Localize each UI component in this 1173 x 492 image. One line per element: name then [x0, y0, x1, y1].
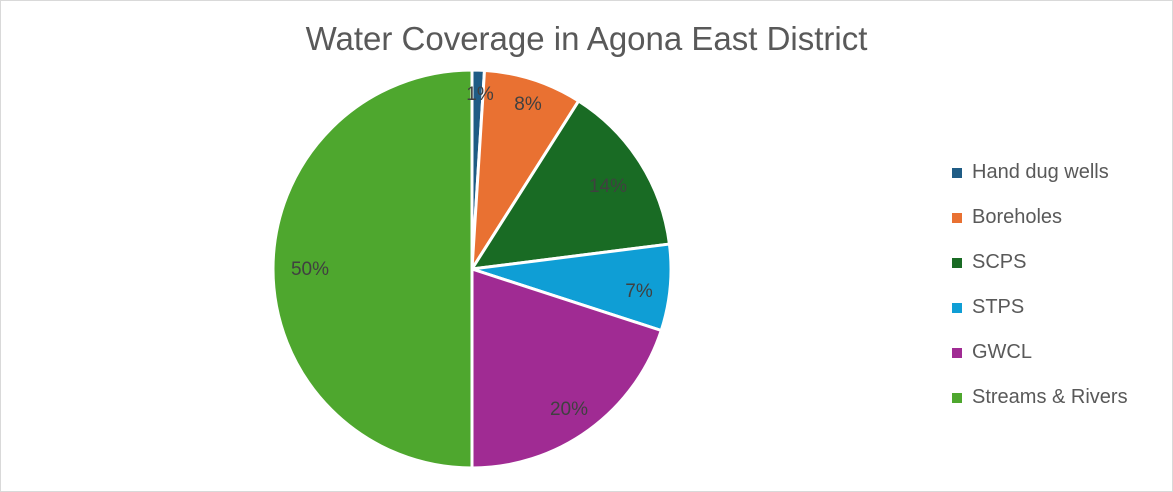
legend-swatch: [952, 302, 962, 313]
chart-title: Water Coverage in Agona East District: [305, 20, 868, 57]
legend-item: SCPS: [952, 240, 1128, 285]
legend-label: SCPS: [972, 251, 1027, 273]
legend-swatch: [952, 212, 962, 223]
data-label-streams-rivers: 50%: [291, 259, 329, 280]
data-label-gwcl: 20%: [550, 399, 588, 420]
legend-label: Hand dug wells: [972, 161, 1109, 183]
legend-swatch: [952, 257, 962, 268]
legend-item: STPS: [952, 285, 1128, 330]
pie-slice-scps: [470, 99, 671, 271]
legend-swatch: [952, 167, 962, 178]
pie-slice-streams-rivers: [271, 68, 474, 470]
data-label-scps: 14%: [589, 176, 627, 197]
legend-label: STPS: [972, 296, 1025, 318]
data-label-stps: 7%: [625, 281, 653, 302]
chart-legend: Hand dug wells Boreholes SCPS STPS GWCL Strea…: [952, 150, 1128, 420]
pie-slice-gwcl: [470, 267, 663, 470]
legend-label: Streams & Rivers: [972, 386, 1128, 408]
pie-slice-boreholes: [470, 68, 581, 271]
legend-item: GWCL: [952, 330, 1128, 375]
legend-label: Boreholes: [972, 206, 1063, 228]
legend-item: Hand dug wells: [952, 150, 1128, 195]
legend-item: Streams & Rivers: [952, 375, 1128, 420]
legend-swatch: [952, 347, 962, 358]
data-label-hand-dug-wells: 1%: [466, 84, 494, 105]
data-label-boreholes: 8%: [514, 94, 542, 115]
legend-label: GWCL: [972, 341, 1032, 363]
legend-swatch: [952, 392, 962, 403]
legend-item: Boreholes: [952, 195, 1128, 240]
